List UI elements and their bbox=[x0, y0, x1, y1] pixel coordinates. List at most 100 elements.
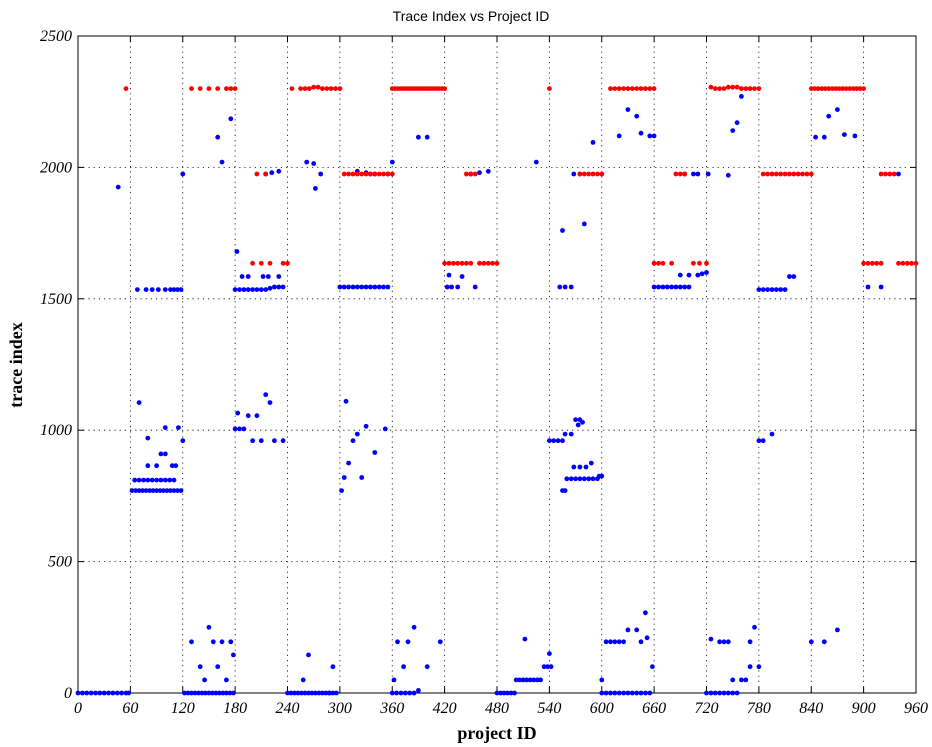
data-point-blue bbox=[712, 690, 718, 696]
data-point-blue bbox=[634, 627, 640, 633]
data-point-blue bbox=[586, 476, 592, 482]
data-point-red bbox=[833, 86, 839, 91]
data-point-blue bbox=[791, 274, 797, 279]
data-point-blue bbox=[359, 475, 365, 480]
data-point-blue bbox=[154, 463, 160, 469]
data-point-blue bbox=[341, 475, 347, 480]
data-point-blue bbox=[560, 438, 565, 444]
data-point-blue bbox=[237, 426, 242, 432]
data-point-blue bbox=[643, 690, 648, 696]
data-point-blue bbox=[405, 639, 411, 645]
data-point-red bbox=[485, 260, 491, 266]
data-point-blue bbox=[682, 284, 688, 290]
data-point-red bbox=[704, 260, 709, 266]
data-point-blue bbox=[318, 171, 324, 177]
data-point-blue bbox=[363, 423, 369, 429]
data-point-blue bbox=[158, 477, 164, 483]
data-point-blue bbox=[541, 664, 547, 670]
data-point-blue bbox=[169, 463, 175, 469]
x-tick-label: 780 bbox=[747, 700, 771, 717]
data-point-blue bbox=[175, 287, 180, 292]
data-point-blue bbox=[106, 690, 111, 696]
data-point-blue bbox=[725, 690, 731, 696]
data-point-blue bbox=[547, 651, 552, 656]
data-point-blue bbox=[97, 690, 103, 696]
data-point-blue bbox=[548, 664, 554, 670]
data-point-red bbox=[629, 86, 635, 91]
data-point-blue bbox=[527, 677, 533, 683]
data-point-blue bbox=[192, 690, 198, 696]
x-tick-label: 180 bbox=[223, 700, 247, 717]
data-point-red bbox=[302, 86, 308, 91]
x-tick-label: 120 bbox=[171, 700, 195, 717]
data-point-blue bbox=[258, 287, 264, 292]
data-point-red bbox=[769, 171, 775, 177]
data-point-blue bbox=[599, 677, 605, 683]
data-point-red bbox=[634, 86, 640, 91]
data-point-red bbox=[840, 86, 846, 91]
data-point-blue bbox=[175, 488, 180, 493]
data-point-blue bbox=[215, 134, 221, 140]
data-point-blue bbox=[299, 690, 304, 696]
axis-ticks: 0 60 120 180 240 300 360 420 480 540 600 660 720 780 8… bbox=[40, 28, 928, 717]
data-point-blue bbox=[162, 477, 168, 483]
data-point-blue bbox=[647, 690, 653, 696]
data-point-red bbox=[861, 260, 866, 266]
data-point-blue bbox=[237, 287, 242, 292]
data-point-blue bbox=[245, 274, 251, 279]
data-point-red bbox=[870, 260, 875, 266]
data-point-blue bbox=[590, 476, 596, 482]
data-point-red bbox=[442, 260, 447, 266]
data-point-blue bbox=[241, 426, 247, 432]
data-point-blue bbox=[865, 284, 871, 290]
data-point-blue bbox=[651, 133, 657, 139]
data-point-blue bbox=[132, 477, 138, 483]
data-point-red bbox=[861, 86, 866, 91]
data-point-red bbox=[638, 86, 644, 91]
data-point-red bbox=[389, 171, 395, 177]
data-point-red bbox=[819, 86, 825, 91]
data-point-blue bbox=[564, 476, 570, 482]
data-point-red bbox=[854, 86, 859, 91]
data-point-blue bbox=[583, 464, 589, 470]
data-point-blue bbox=[571, 464, 577, 470]
data-point-blue bbox=[616, 690, 622, 696]
data-point-blue bbox=[203, 690, 208, 696]
data-point-red bbox=[494, 260, 500, 266]
data-point-blue bbox=[285, 690, 290, 696]
data-point-blue bbox=[330, 664, 336, 670]
data-point-blue bbox=[180, 171, 186, 177]
data-point-red bbox=[800, 171, 805, 177]
data-point-red bbox=[599, 171, 605, 177]
x-tick-label: 360 bbox=[379, 700, 404, 717]
data-point-blue bbox=[75, 690, 81, 696]
data-point-red bbox=[368, 171, 373, 177]
data-point-blue bbox=[302, 690, 308, 696]
data-point-blue bbox=[725, 639, 731, 645]
data-point-red bbox=[660, 260, 666, 266]
data-point-red bbox=[337, 86, 343, 91]
data-point-blue bbox=[494, 690, 500, 696]
data-point-blue bbox=[513, 677, 519, 683]
data-point-blue bbox=[686, 284, 692, 290]
data-point-blue bbox=[555, 438, 561, 444]
data-point-blue bbox=[517, 677, 523, 683]
data-point-blue bbox=[813, 134, 818, 140]
data-point-blue bbox=[699, 271, 705, 277]
data-point-red bbox=[656, 260, 661, 266]
data-point-red bbox=[643, 86, 648, 91]
data-point-red bbox=[359, 171, 365, 177]
data-point-blue bbox=[444, 284, 450, 290]
data-point-blue bbox=[155, 287, 161, 292]
y-tick-label: 2500 bbox=[40, 28, 72, 45]
data-point-blue bbox=[147, 488, 153, 493]
data-point-blue bbox=[756, 438, 762, 444]
data-point-blue bbox=[508, 690, 514, 696]
data-point-blue bbox=[708, 636, 714, 642]
data-point-blue bbox=[577, 464, 583, 470]
data-point-blue bbox=[143, 488, 149, 493]
data-point-blue bbox=[501, 690, 507, 696]
data-point-blue bbox=[704, 690, 709, 696]
data-point-blue bbox=[219, 159, 225, 165]
